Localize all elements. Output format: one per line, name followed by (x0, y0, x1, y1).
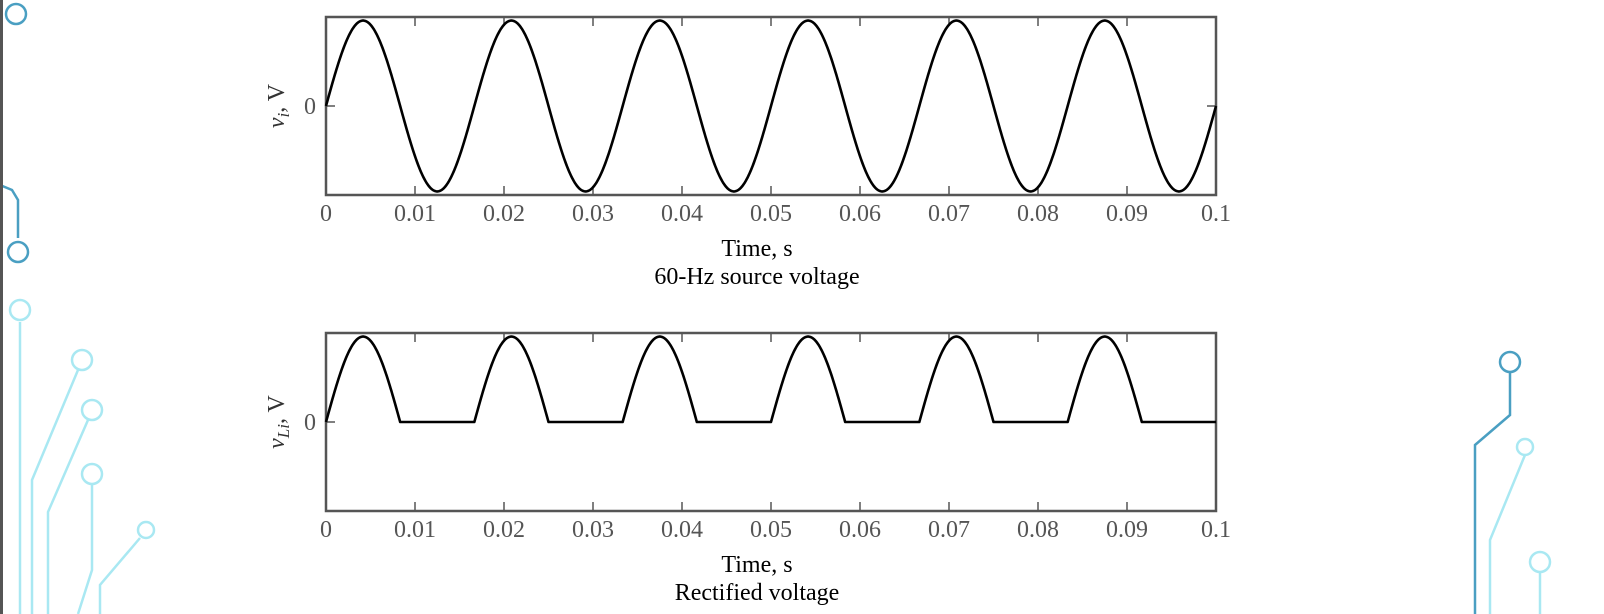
x-tick-label: 0 (320, 517, 332, 543)
x-tick-label: 0.05 (750, 517, 792, 543)
chart-rectified-voltage: 0 0.01 0.02 0.03 0.04 0.05 0.06 0.07 0.08 0.09 0.1… (264, 331, 1231, 606)
circuit-pad (70, 348, 94, 372)
x-tick-label: 0.02 (483, 517, 525, 543)
y-tick-label: 0 (304, 410, 316, 436)
circuit-trace (1488, 454, 1527, 614)
x-tick-label: 0.04 (661, 517, 703, 543)
circuit-pad (1515, 437, 1535, 457)
circuit-trace (0, 183, 20, 238)
y-axis-label: vi, V (264, 83, 293, 128)
circuit-pad (80, 462, 104, 486)
x-axis-label: Time, s (721, 552, 792, 578)
circuit-pad (1498, 350, 1522, 374)
x-tick-label: 0.01 (394, 201, 436, 227)
series-line (324, 19, 1218, 193)
x-tick-label: 0.09 (1106, 201, 1148, 227)
x-tick-label: 0.05 (750, 201, 792, 227)
circuit-trace (98, 537, 141, 614)
y-tick-label: 0 (304, 94, 316, 120)
chart-source-voltage: 0 0.01 0.02 0.03 0.04 0.05 0.06 0.07 0.08 0.09 0.1… (264, 15, 1231, 290)
circuit-trace (1473, 372, 1512, 614)
circuit-pad (136, 520, 156, 540)
x-tick-label: 0 (320, 201, 332, 227)
circuit-pad (1528, 550, 1552, 574)
circuit-trace (46, 419, 90, 614)
x-tick-label: 0.06 (839, 201, 881, 227)
circuit-pad (8, 298, 32, 322)
circuit-trace (30, 369, 80, 614)
x-tick-label: 0.02 (483, 201, 525, 227)
x-tick-label: 0.03 (572, 517, 614, 543)
circuit-decoration (0, 2, 1552, 614)
x-tick-label: 0.08 (1017, 517, 1059, 543)
x-tick-label: 0.03 (572, 201, 614, 227)
x-axis-label: Time, s (721, 236, 792, 262)
x-tick-label: 0.1 (1201, 201, 1231, 227)
x-tick-label: 0.08 (1017, 201, 1059, 227)
circuit-pad (80, 398, 104, 422)
x-tick-label: 0.01 (394, 517, 436, 543)
circuit-pad (4, 2, 28, 26)
series-line (324, 335, 1217, 424)
circuit-trace (76, 485, 94, 614)
circuit-pad (6, 240, 30, 264)
y-axis-label: vLi, V (264, 394, 293, 448)
x-tick-label: 0.07 (928, 517, 970, 543)
x-tick-label: 0.07 (928, 201, 970, 227)
x-tick-label: 0.1 (1201, 517, 1231, 543)
x-tick-label: 0.04 (661, 201, 703, 227)
chart-caption: Rectified voltage (675, 580, 840, 606)
x-tick-label: 0.09 (1106, 517, 1148, 543)
chart-caption: 60-Hz source voltage (654, 264, 859, 290)
x-tick-label: 0.06 (839, 517, 881, 543)
